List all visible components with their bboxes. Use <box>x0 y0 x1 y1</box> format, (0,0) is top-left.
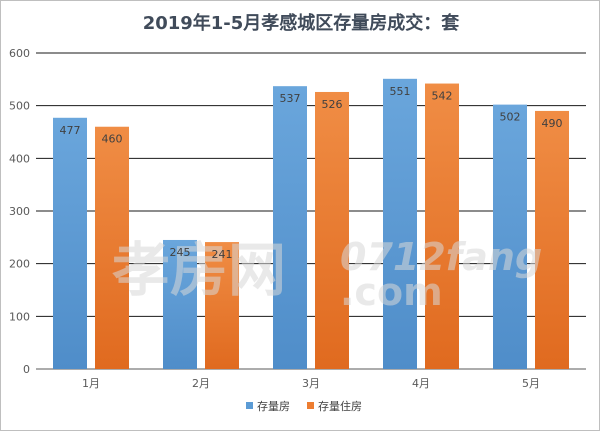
bar <box>273 86 307 370</box>
bar <box>163 239 197 369</box>
bar <box>425 83 459 370</box>
y-tick-label: 100 <box>9 310 30 323</box>
watermark: 孝房网 0712fang .com <box>112 235 542 314</box>
bar <box>383 78 417 369</box>
chart-title: 2019年1-5月孝感城区存量房成交：套 <box>142 13 460 34</box>
data-label: 542 <box>432 90 453 103</box>
data-label: 460 <box>102 133 123 146</box>
y-tick-label: 0 <box>23 363 30 376</box>
data-label: 537 <box>280 92 301 105</box>
x-tick-label: 1月 <box>82 377 100 390</box>
bar <box>315 91 349 370</box>
x-tick-label: 5月 <box>522 377 540 390</box>
watermark-chinese: 孝房网 <box>112 236 286 304</box>
data-label: 526 <box>322 98 343 111</box>
x-axis: 1月 2月 3月 4月 5月 <box>82 377 540 390</box>
bar <box>493 104 527 369</box>
legend-label: 存量房 <box>257 399 290 413</box>
bar <box>95 126 129 369</box>
data-label: 490 <box>542 117 563 130</box>
y-tick-label: 200 <box>9 258 30 271</box>
watermark-domain: .com <box>340 270 443 314</box>
x-tick-label: 2月 <box>192 377 210 390</box>
x-tick-label: 3月 <box>302 377 320 390</box>
bar <box>535 110 569 369</box>
legend-label: 存量住房 <box>318 399 362 413</box>
y-tick-label: 400 <box>9 152 30 165</box>
data-labels: 477 460 245 241 537 526 551 542 502 490 <box>60 85 563 261</box>
data-label: 245 <box>170 246 191 259</box>
y-tick-label: 500 <box>9 100 30 113</box>
y-tick-label: 600 <box>9 47 30 60</box>
legend-swatch <box>246 402 253 409</box>
watermark-latin: 0712fang <box>340 235 542 279</box>
legend-swatch <box>307 402 314 409</box>
data-label: 502 <box>500 111 521 124</box>
data-label: 241 <box>212 248 233 261</box>
x-tick-label: 4月 <box>412 377 430 390</box>
legend: 存量房 存量住房 <box>246 399 362 413</box>
y-tick-label: 300 <box>9 205 30 218</box>
bars <box>53 78 569 370</box>
bar <box>205 242 239 369</box>
data-label: 551 <box>390 85 411 98</box>
y-axis: 0 100 200 300 400 500 600 <box>9 47 30 376</box>
data-label: 477 <box>60 124 81 137</box>
bar <box>53 117 87 369</box>
